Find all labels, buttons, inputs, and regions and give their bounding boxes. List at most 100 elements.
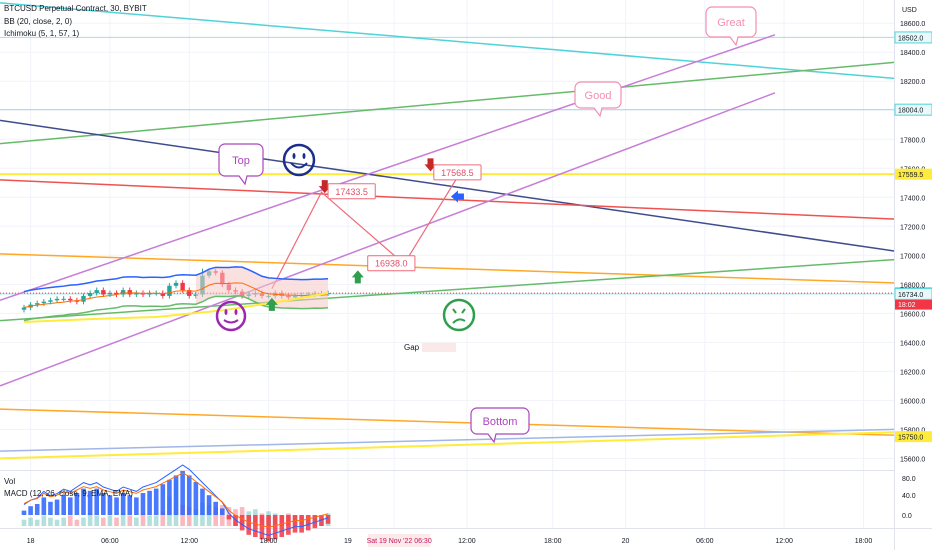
- candle-body: [101, 290, 106, 295]
- trendline[interactable]: [0, 92, 776, 387]
- signal-line: [23, 472, 329, 528]
- bottom-bubble[interactable]: Bottom: [470, 407, 530, 444]
- volume-macd-panel: [21, 464, 331, 542]
- candle-body: [87, 293, 93, 296]
- candle-body: [147, 293, 152, 295]
- top-bubble[interactable]: Top: [218, 143, 264, 186]
- macd-hist-bar: [226, 515, 232, 520]
- macd-hist-bar: [127, 495, 133, 515]
- trendline[interactable]: [0, 61, 895, 145]
- trendline[interactable]: [0, 408, 895, 436]
- trendline[interactable]: [0, 34, 776, 301]
- volume-bar: [140, 513, 146, 526]
- macd-hist-bar: [253, 515, 258, 537]
- macd-hist-bar: [101, 493, 106, 515]
- trendline[interactable]: [0, 428, 895, 452]
- volume-bar: [153, 515, 159, 526]
- candle-body: [120, 290, 126, 295]
- great-bubble-text: Great: [717, 17, 745, 29]
- annotations[interactable]: 17433.5 17568.5 16938.0 Great Good Top Bottom G…: [215, 6, 757, 444]
- candles: [21, 266, 331, 324]
- candle-body: [180, 282, 185, 291]
- macd-hist-bar: [114, 497, 119, 515]
- price-marker-sub: 18:02: [898, 302, 916, 309]
- trendline[interactable]: [0, 119, 895, 252]
- volume-bar: [114, 517, 119, 526]
- price-tick-label: 17800.0: [900, 137, 925, 144]
- macd-hist-bar: [206, 495, 212, 515]
- sad-face-icon[interactable]: [442, 298, 476, 332]
- price-tick-label: 18400.0: [900, 50, 925, 57]
- time-axis[interactable]: 18 06:00 12:00 18:00 19 Sat 19 Nov '22 06:30 1…: [27, 534, 932, 547]
- trendline[interactable]: [0, 2, 895, 80]
- bb-basis: [23, 282, 329, 309]
- macd-hist-bar: [147, 490, 152, 515]
- price-marker-text: 15750.0: [898, 435, 923, 442]
- volume-bar: [160, 511, 166, 526]
- macd-tick-label: 0.0: [902, 513, 912, 520]
- price-label-text: 17568.5: [441, 168, 474, 178]
- gap-label: Gap: [404, 343, 420, 352]
- trendline[interactable]: [0, 253, 895, 284]
- candle-body: [173, 282, 179, 286]
- candle-body: [35, 303, 40, 305]
- macd-hist-bar: [299, 515, 304, 533]
- chart-title: BTCUSD Perpetual Contract, 30, BYBIT: [4, 4, 147, 13]
- smirk-face-icon[interactable]: [215, 300, 247, 332]
- time-highlight: [368, 534, 431, 547]
- volume-bar: [206, 505, 212, 526]
- volume-bar: [74, 519, 80, 526]
- candle-body: [61, 298, 66, 300]
- price-marker[interactable]: 16734.0: [894, 287, 932, 300]
- price-marker[interactable]: 15750.0: [895, 431, 932, 443]
- vol-legend[interactable]: Vol: [4, 477, 16, 486]
- candle-body: [81, 295, 86, 302]
- price-marker[interactable]: 18004.0: [894, 103, 932, 116]
- price-label[interactable]: 16938.0: [367, 255, 416, 272]
- volume-bar: [81, 517, 86, 526]
- bottom-bubble-text: Bottom: [483, 416, 518, 428]
- price-tick-label: 15800.0: [900, 427, 925, 434]
- price-tick-label: 16200.0: [900, 369, 925, 376]
- arrow-icon: [318, 180, 331, 194]
- top-bubble-text: Top: [232, 155, 250, 167]
- candle-body: [48, 300, 53, 302]
- macd-hist-bar: [34, 504, 40, 515]
- great-bubble[interactable]: Great: [705, 6, 757, 47]
- happy-face-icon[interactable]: [282, 143, 316, 177]
- price-marker-text: 16734.0: [898, 292, 923, 299]
- time-tick-label: 06:00: [696, 538, 714, 545]
- price-axis[interactable]: USD 15600.0 15800.0 16000.0 16200.0 16400.0 16…: [894, 7, 932, 520]
- bb-legend[interactable]: BB (20, close, 2, 0): [4, 17, 73, 26]
- volume-bar: [28, 517, 33, 526]
- projection-path[interactable]: [271, 172, 461, 289]
- price-marker[interactable]: 17559.5: [895, 168, 932, 180]
- gap-box[interactable]: [422, 343, 456, 352]
- trendline[interactable]: [0, 431, 895, 460]
- price-tick-label: 18600.0: [900, 21, 925, 28]
- good-bubble[interactable]: Good: [574, 81, 622, 118]
- trendlines[interactable]: [0, 2, 895, 460]
- trendline[interactable]: [0, 258, 895, 322]
- arrow-icon: [351, 270, 364, 284]
- macd-hist-bar: [305, 515, 311, 531]
- ichimoku-legend[interactable]: Ichimoku (5, 1, 57, 1): [4, 29, 80, 38]
- trendline[interactable]: [0, 179, 895, 220]
- volume-bar: [120, 513, 126, 526]
- price-marker[interactable]: 18502.0: [894, 31, 932, 44]
- macd-legend[interactable]: MACD (12, 26, close, 9, EMA, EMA): [4, 489, 133, 498]
- macd-hist-bar: [193, 482, 199, 515]
- macd-hist-bar: [28, 506, 33, 515]
- volume-bar: [54, 519, 60, 526]
- price-tick-label: 17000.0: [900, 253, 925, 260]
- price-label[interactable]: 17433.5: [327, 183, 376, 200]
- volume-bar: [147, 515, 152, 526]
- macd-hist-bar: [153, 488, 159, 515]
- macd-hist-bar: [259, 515, 265, 540]
- price-tick-label: 16800.0: [900, 282, 925, 289]
- price-marker-text: 18502.0: [898, 35, 923, 42]
- price-label[interactable]: 17568.5: [433, 164, 482, 181]
- candle-body: [134, 293, 139, 295]
